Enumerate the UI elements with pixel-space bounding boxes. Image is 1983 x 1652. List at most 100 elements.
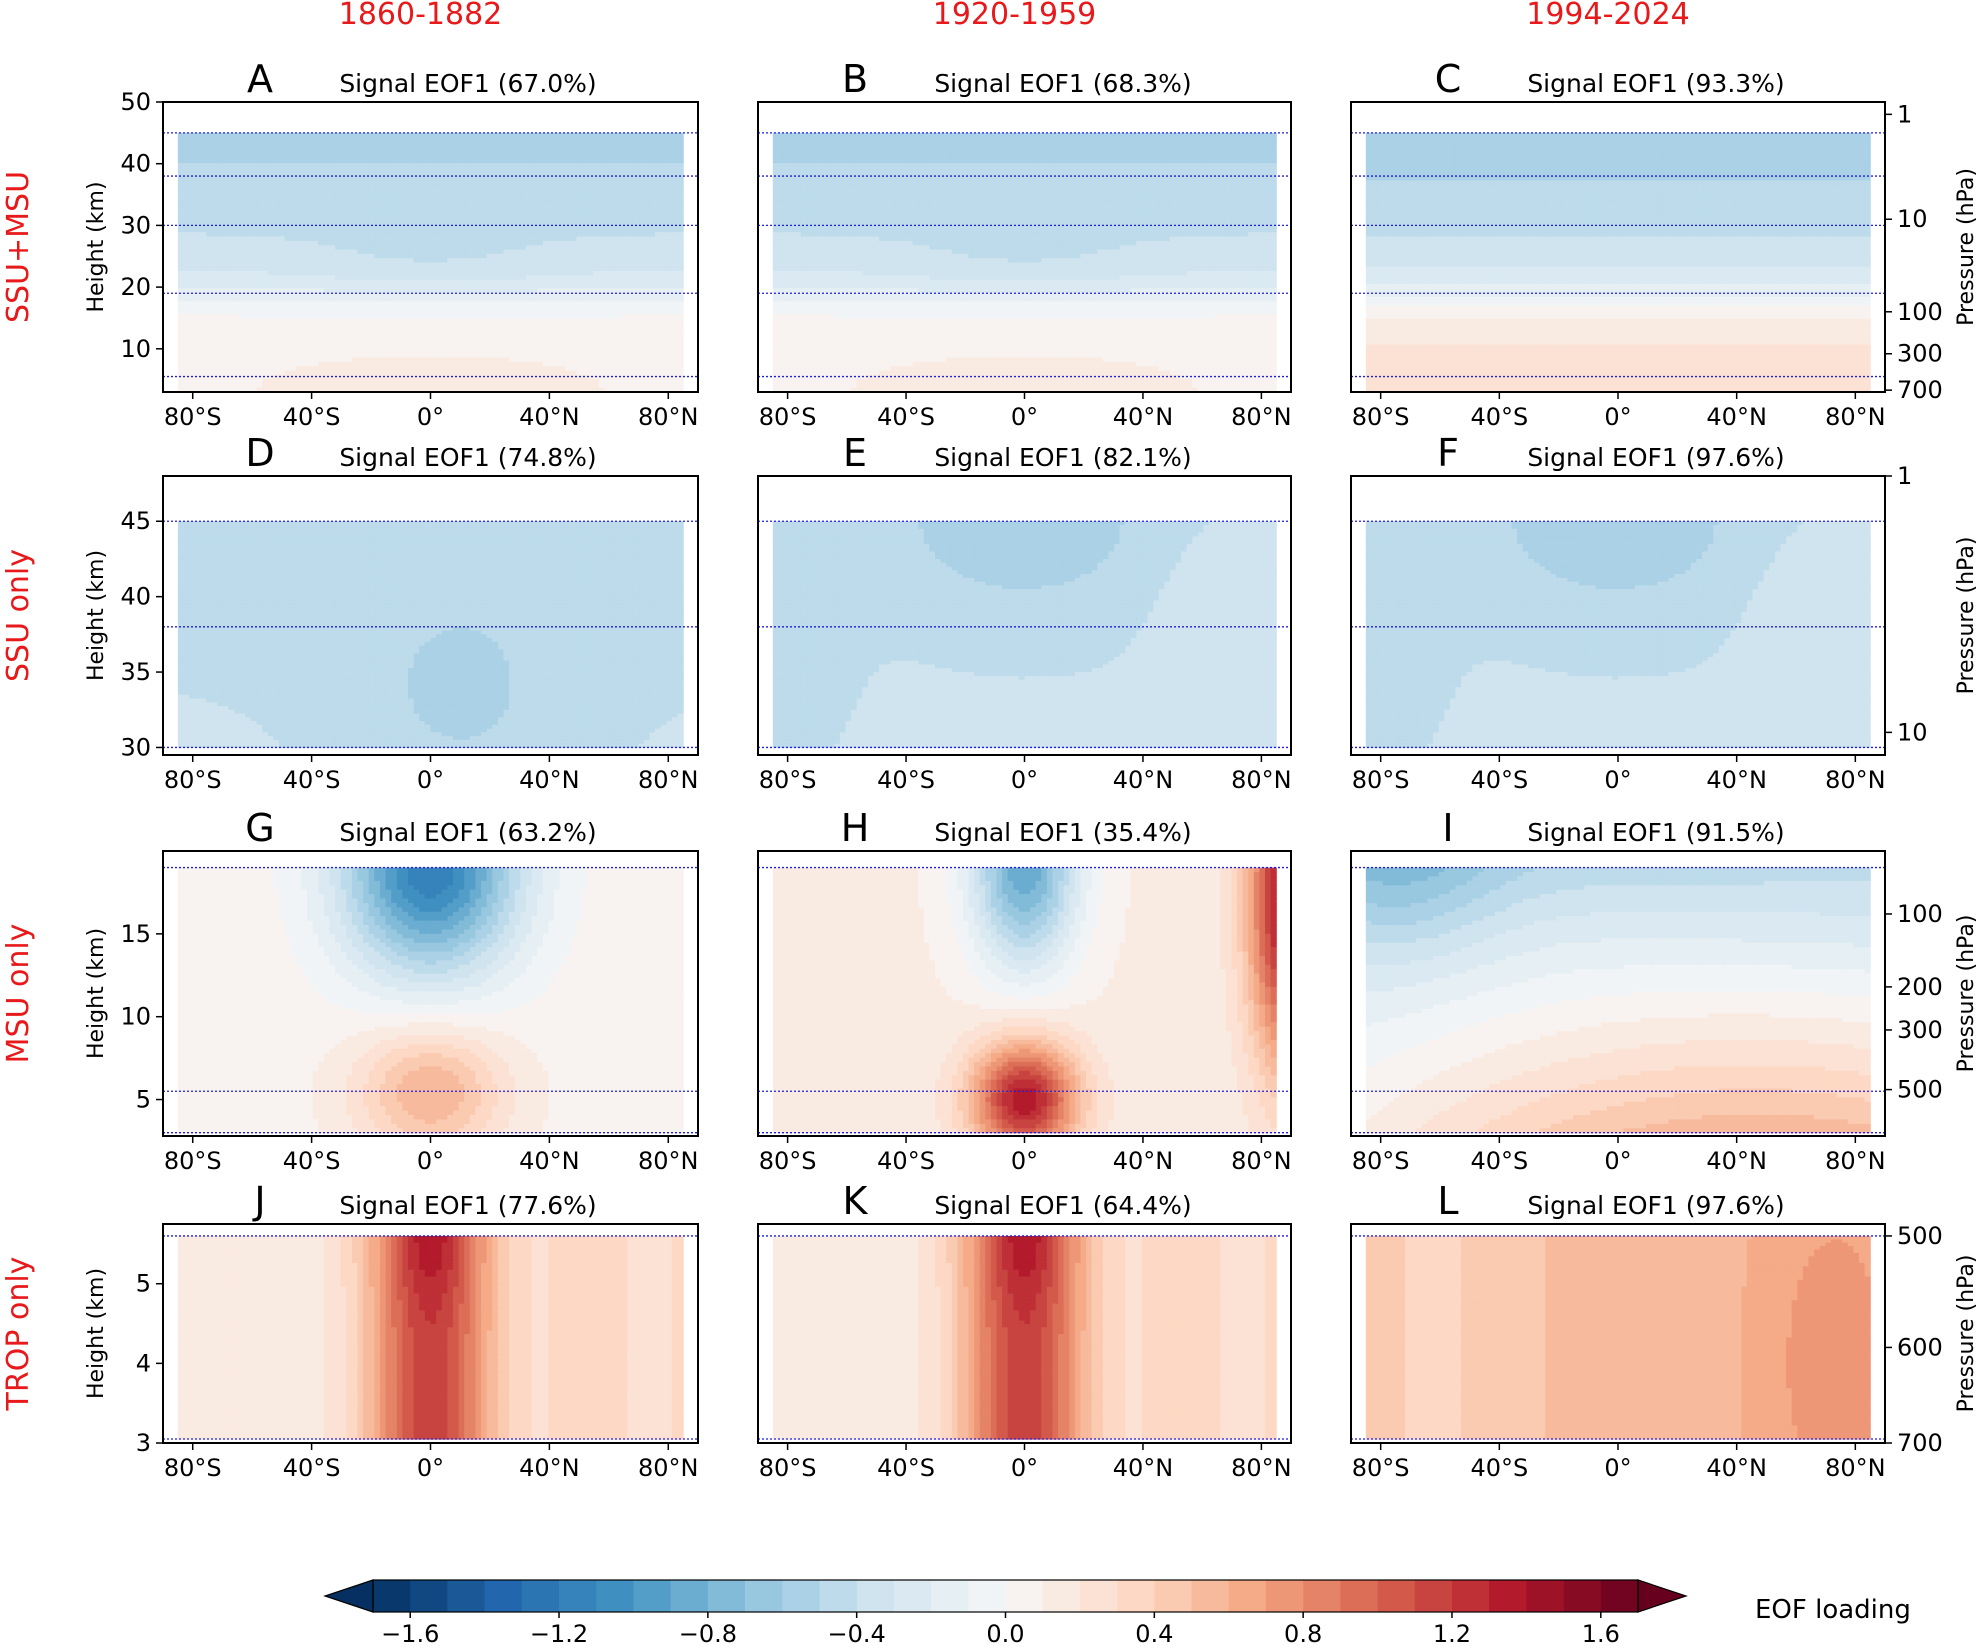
field-cell (290, 327, 296, 332)
field-cell (307, 167, 313, 172)
field-cell (285, 198, 291, 203)
field-cell (189, 189, 195, 194)
field-cell (217, 314, 223, 319)
field-cell (234, 344, 240, 349)
field-cell (313, 383, 319, 388)
field-cell (245, 241, 251, 246)
field-cell (240, 366, 246, 371)
field-cell (206, 176, 212, 181)
field-cell (307, 202, 313, 207)
field-cell (200, 193, 206, 198)
field-cell (178, 327, 184, 332)
row-header: TROP only (1, 1257, 36, 1412)
field-cell (183, 340, 189, 345)
field-cell (178, 271, 184, 276)
field-cell (178, 254, 184, 259)
field-cell (251, 297, 257, 302)
field-cell (256, 163, 262, 168)
field-cell (313, 232, 319, 237)
field-cell (290, 167, 296, 172)
field-cell (313, 379, 319, 384)
field-cell (290, 262, 296, 267)
field-cell (228, 340, 234, 345)
field-cell (279, 262, 285, 267)
field-cell (228, 254, 234, 259)
field-cell (212, 180, 218, 185)
field-cell (285, 245, 291, 250)
field-cell (268, 245, 274, 250)
field-cell (273, 271, 279, 276)
field-cell (273, 319, 279, 324)
field-cell (195, 167, 201, 172)
field-cell (178, 267, 184, 272)
field-cell (217, 202, 223, 207)
field-cell (212, 198, 218, 203)
field-cell (228, 336, 234, 341)
field-cell (290, 154, 296, 159)
panel-a: 80°S 40°S 0° 40°N 80°N1020304050Height (km)A… (84, 57, 699, 431)
field-cell (212, 267, 218, 272)
field-cell (183, 353, 189, 358)
field-cell (189, 137, 195, 142)
field-cell (285, 133, 291, 138)
field-cell (228, 366, 234, 371)
field-cell (268, 258, 274, 263)
field-cell (285, 336, 291, 341)
field-cell (183, 310, 189, 315)
field-cell (206, 319, 212, 324)
field-cell (245, 327, 251, 332)
field-cell (251, 349, 257, 354)
field-cell (178, 193, 184, 198)
field-cell (290, 271, 296, 276)
field-cell (245, 332, 251, 337)
field-cell (183, 284, 189, 289)
field-cell (217, 215, 223, 220)
field-cell (178, 370, 184, 375)
field-cell (301, 185, 307, 190)
field-cell (290, 245, 296, 250)
field-cell (290, 241, 296, 246)
field-cell (228, 228, 234, 233)
field-cell (256, 141, 262, 146)
field-cell (223, 159, 229, 164)
field-cell (251, 163, 257, 168)
field-cell (200, 284, 206, 289)
field-cell (228, 176, 234, 181)
field-cell (245, 366, 251, 371)
field-cell (290, 141, 296, 146)
field-cell (183, 370, 189, 375)
field-cell (178, 206, 184, 211)
field-cell (313, 310, 319, 315)
field-cell (183, 245, 189, 250)
field-cell (268, 211, 274, 216)
field-cell (189, 249, 195, 254)
field-cell (296, 271, 302, 276)
field-cell (279, 366, 285, 371)
field-cell (290, 357, 296, 362)
field-cell (301, 344, 307, 349)
field-cell (307, 150, 313, 155)
field-cell (212, 332, 218, 337)
field-cell (200, 366, 206, 371)
field-cell (307, 301, 313, 306)
field-cell (240, 219, 246, 224)
field-cell (189, 154, 195, 159)
field-cell (296, 327, 302, 332)
field-cell (195, 159, 201, 164)
field-cell (256, 159, 262, 164)
field-cell (183, 206, 189, 211)
field-cell (313, 245, 319, 250)
field-cell (285, 141, 291, 146)
field-cell (245, 154, 251, 159)
field-cell (223, 314, 229, 319)
field-cell (223, 383, 229, 388)
field-cell (273, 150, 279, 155)
field-cell (200, 245, 206, 250)
field-cell (217, 228, 223, 233)
field-cell (217, 133, 223, 138)
field-cell (223, 262, 229, 267)
field-cell (212, 241, 218, 246)
field-cell (183, 357, 189, 362)
field-cell (178, 301, 184, 306)
field-cell (313, 344, 319, 349)
